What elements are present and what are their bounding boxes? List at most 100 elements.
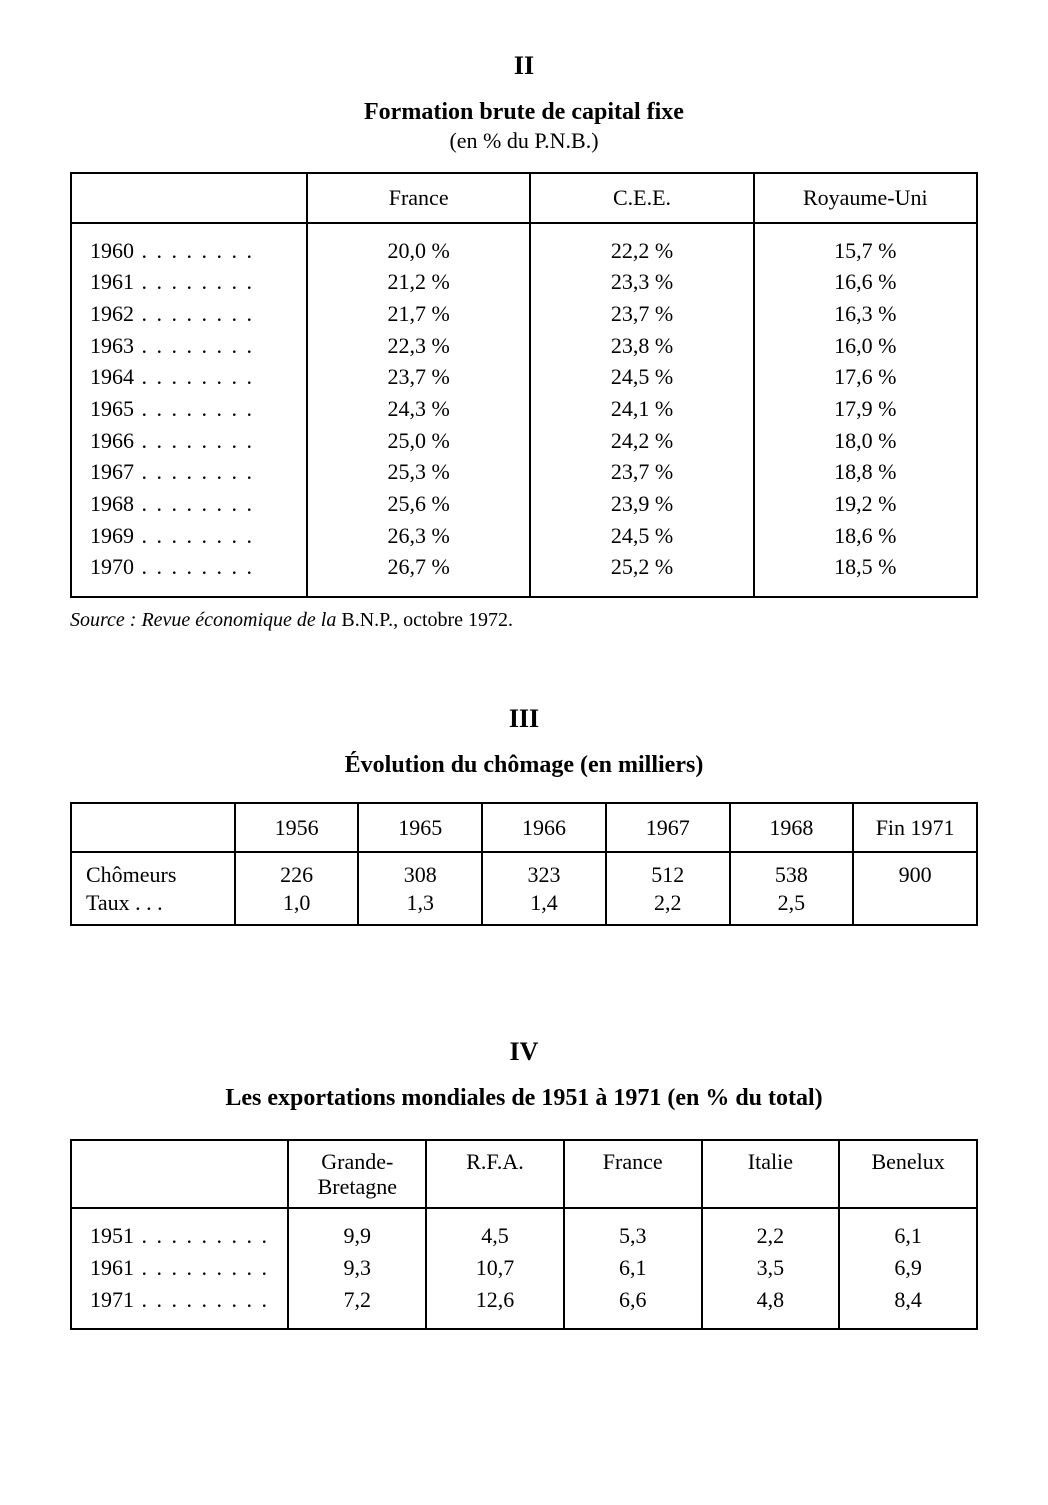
cell: 22,2 % bbox=[530, 223, 753, 267]
cell: 3,5 bbox=[702, 1252, 840, 1284]
section-2-numeral: II bbox=[70, 50, 978, 83]
table-row: 1963 . . . . . . . .22,3 %23,8 %16,0 % bbox=[71, 330, 977, 362]
table-row: 1962 . . . . . . . .21,7 %23,7 %16,3 % bbox=[71, 298, 977, 330]
year: 1971 bbox=[90, 1287, 134, 1312]
cell: 26,3 % bbox=[307, 520, 530, 552]
col-it: Italie bbox=[702, 1140, 840, 1209]
cell: 5382,5 bbox=[730, 852, 854, 925]
cell: 23,9 % bbox=[530, 488, 753, 520]
year: 1961 bbox=[90, 1255, 134, 1280]
table-row: 1951 . . . . . . . . .9,94,55,32,26,1 bbox=[71, 1208, 977, 1252]
dot-leader: . . . . . . . . bbox=[134, 523, 254, 548]
cell: 900 bbox=[853, 852, 977, 925]
cell: 16,6 % bbox=[754, 266, 977, 298]
cell: 17,9 % bbox=[754, 393, 977, 425]
table-row: 1966 . . . . . . . .25,0 %24,2 %18,0 % bbox=[71, 425, 977, 457]
col-year: 1966 bbox=[482, 803, 606, 853]
year: 1965 bbox=[90, 396, 134, 421]
table-row: Chômeurs Taux . . . 2261,0 3081,3 3231,4… bbox=[71, 852, 977, 925]
dot-leader: . . . . . . . . bbox=[134, 238, 254, 263]
value: 1,4 bbox=[530, 890, 558, 915]
cell: 5122,2 bbox=[606, 852, 730, 925]
cell: 6,1 bbox=[564, 1252, 702, 1284]
year: 1966 bbox=[90, 428, 134, 453]
value: 2,2 bbox=[654, 890, 682, 915]
table-capital-fixe: France C.E.E. Royaume-Uni 1960 . . . . .… bbox=[70, 172, 978, 598]
col-year: Fin 1971 bbox=[853, 803, 977, 853]
cell: 16,3 % bbox=[754, 298, 977, 330]
cell: 23,3 % bbox=[530, 266, 753, 298]
dot-leader: . . . . . . . . bbox=[134, 333, 254, 358]
cell: 4,8 bbox=[702, 1284, 840, 1330]
document-page: II Formation brute de capital fixe (en %… bbox=[0, 0, 1048, 1505]
cell: 24,2 % bbox=[530, 425, 753, 457]
cell: 12,6 bbox=[426, 1284, 564, 1330]
table-row: 1970 . . . . . . . .26,7 %25,2 %18,5 % bbox=[71, 551, 977, 597]
dot-leader: . . . . . . . . bbox=[134, 269, 254, 294]
dot-leader: . . . . . . . . bbox=[134, 428, 254, 453]
dot-leader: . . . . . . . . bbox=[134, 364, 254, 389]
dot-leader: . . . . . . . . bbox=[134, 301, 254, 326]
table-row: 1964 . . . . . . . .23,7 %24,5 %17,6 % bbox=[71, 361, 977, 393]
year: 1963 bbox=[90, 333, 134, 358]
col-year: 1967 bbox=[606, 803, 730, 853]
value: 308 bbox=[404, 862, 437, 887]
col-rfa: R.F.A. bbox=[426, 1140, 564, 1209]
value: 2,5 bbox=[778, 890, 806, 915]
cell: 5,3 bbox=[564, 1208, 702, 1252]
table-row: 1961 . . . . . . . .21,2 %23,3 %16,6 % bbox=[71, 266, 977, 298]
dot-leader: . . . . . . . . . bbox=[134, 1287, 269, 1312]
section-2-title: Formation brute de capital fixe bbox=[70, 97, 978, 127]
dot-leader: . . . . . . . . bbox=[134, 396, 254, 421]
dot-leader: . . . . . . . . bbox=[134, 459, 254, 484]
section-3-numeral: III bbox=[70, 703, 978, 736]
year: 1968 bbox=[90, 491, 134, 516]
table-exportations: Grande-Bretagne R.F.A. France Italie Ben… bbox=[70, 1139, 978, 1331]
cell: 6,6 bbox=[564, 1284, 702, 1330]
table-header-row: Grande-Bretagne R.F.A. France Italie Ben… bbox=[71, 1140, 977, 1209]
cell: 24,1 % bbox=[530, 393, 753, 425]
cell: 7,2 bbox=[288, 1284, 426, 1330]
section-4-numeral: IV bbox=[70, 1036, 978, 1069]
cell: 2261,0 bbox=[235, 852, 359, 925]
value: 1,0 bbox=[283, 890, 311, 915]
col-gb: Grande-Bretagne bbox=[288, 1140, 426, 1209]
section-4-title: Les exportations mondiales de 1951 à 197… bbox=[70, 1083, 978, 1113]
value: 538 bbox=[775, 862, 808, 887]
year: 1960 bbox=[90, 238, 134, 263]
cell: 19,2 % bbox=[754, 488, 977, 520]
cell: 23,8 % bbox=[530, 330, 753, 362]
cell: 17,6 % bbox=[754, 361, 977, 393]
row-label: Chômeurs bbox=[86, 862, 176, 887]
row-label-chomeurs-taux: Chômeurs Taux . . . bbox=[71, 852, 235, 925]
cell: 3231,4 bbox=[482, 852, 606, 925]
value: 1,3 bbox=[407, 890, 435, 915]
blank-header bbox=[71, 1140, 288, 1209]
year: 1961 bbox=[90, 269, 134, 294]
year: 1967 bbox=[90, 459, 134, 484]
cell: 24,5 % bbox=[530, 520, 753, 552]
year: 1970 bbox=[90, 554, 134, 579]
cell: 25,2 % bbox=[530, 551, 753, 597]
year: 1951 bbox=[90, 1223, 134, 1248]
dot-leader: . . . . . . . . . bbox=[134, 1223, 269, 1248]
dot-leader: . . . . . . . . bbox=[134, 554, 254, 579]
value: 900 bbox=[899, 862, 932, 887]
cell: 25,6 % bbox=[307, 488, 530, 520]
cell: 6,1 bbox=[839, 1208, 977, 1252]
col-fr: France bbox=[564, 1140, 702, 1209]
blank-header bbox=[71, 803, 235, 853]
cell: 24,3 % bbox=[307, 393, 530, 425]
col-year: 1965 bbox=[358, 803, 482, 853]
value: 323 bbox=[527, 862, 560, 887]
table-row: 1961 . . . . . . . . .9,310,76,13,56,9 bbox=[71, 1252, 977, 1284]
source-line: Source : Revue économique de la B.N.P., … bbox=[70, 608, 978, 633]
table-row: 1969 . . . . . . . .26,3 %24,5 %18,6 % bbox=[71, 520, 977, 552]
cell: 3081,3 bbox=[358, 852, 482, 925]
value: 512 bbox=[651, 862, 684, 887]
section-3-title: Évolution du chômage (en milliers) bbox=[70, 750, 978, 780]
section-2-subtitle: (en % du P.N.B.) bbox=[70, 127, 978, 155]
table-row: 1960 . . . . . . . .20,0 %22,2 %15,7 % bbox=[71, 223, 977, 267]
cell: 23,7 % bbox=[307, 361, 530, 393]
cell: 23,7 % bbox=[530, 298, 753, 330]
